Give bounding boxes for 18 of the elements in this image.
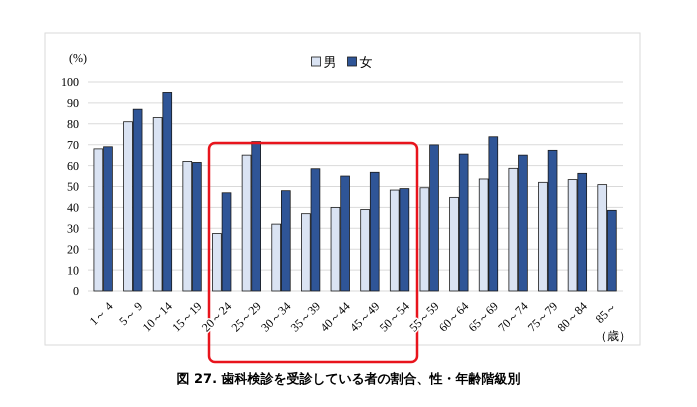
y-tick-label: 50 xyxy=(67,180,79,194)
y-tick-label: 20 xyxy=(67,242,79,256)
y-tick-label: 60 xyxy=(67,158,79,173)
legend-label: 女 xyxy=(360,56,372,71)
y-axis-title: (%) xyxy=(69,51,87,65)
y-tick-label: 80 xyxy=(67,117,79,131)
y-tick-label: 30 xyxy=(67,222,79,236)
y-tick-label: 100 xyxy=(61,75,79,90)
x-tick-label: 85～ xyxy=(592,299,620,326)
legend-label: 男 xyxy=(324,56,336,71)
text: 図 27. 歯科検診を受診している者の割合、性・年齢階級別 xyxy=(176,371,521,387)
y-tick-label: 0 xyxy=(73,284,79,298)
x-tick-label: 1～ 4 xyxy=(86,299,116,328)
y-tick-label: 70 xyxy=(67,138,79,152)
y-tick-label: 40 xyxy=(67,200,79,215)
y-tick-label: 10 xyxy=(67,263,79,278)
x-axis-title: （歳） xyxy=(595,329,631,343)
y-tick-label: 90 xyxy=(67,96,79,110)
